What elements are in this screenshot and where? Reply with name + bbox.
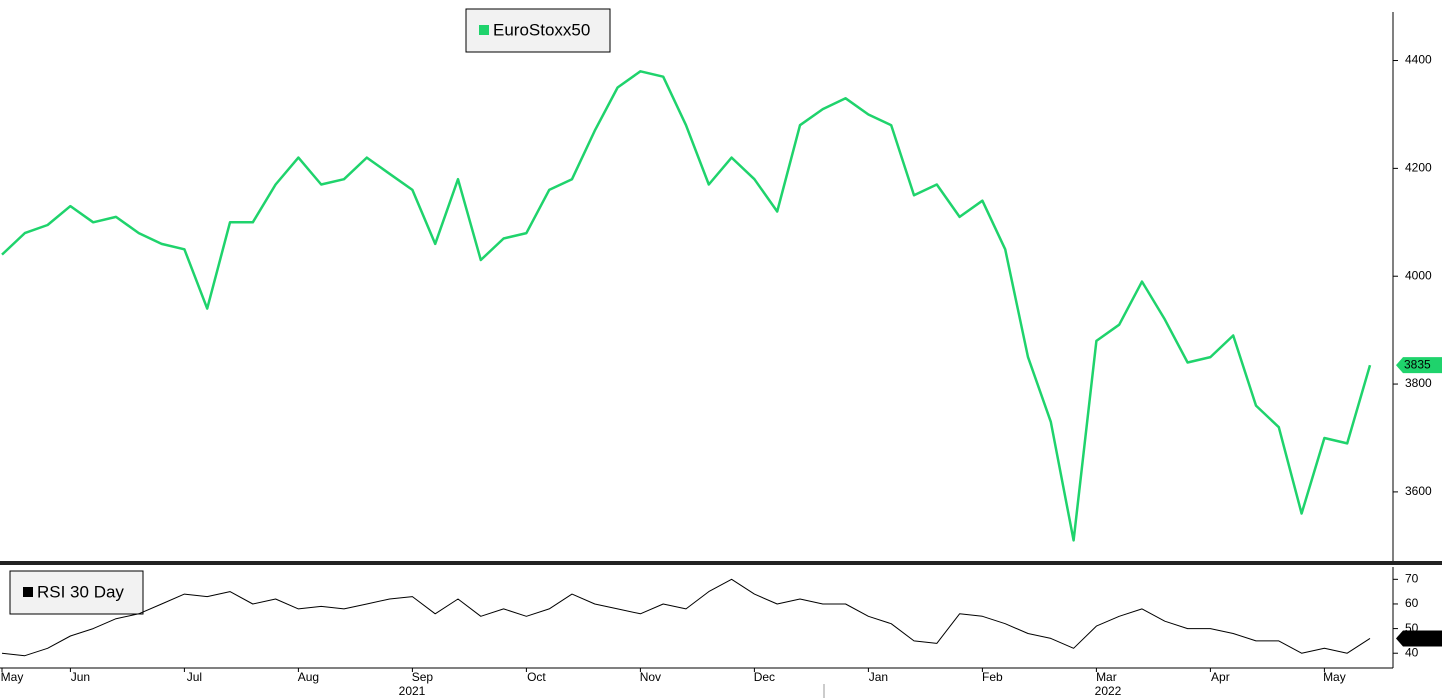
y-tick-label: 60 xyxy=(1405,596,1419,610)
x-tick-label: Aug xyxy=(298,670,319,684)
y-tick-label: 4400 xyxy=(1405,53,1432,67)
last-value-label: 46 xyxy=(1404,631,1418,645)
last-value-tag xyxy=(1396,630,1442,647)
year-label: 2021 xyxy=(399,684,426,698)
legend-label: EuroStoxx50 xyxy=(493,20,590,39)
year-label: 2022 xyxy=(1095,684,1122,698)
legend-box xyxy=(465,8,611,53)
x-tick-label: May xyxy=(1323,670,1346,684)
y-tick-label: 3800 xyxy=(1405,376,1432,390)
line-series xyxy=(1,70,1372,542)
legend-swatch xyxy=(23,587,33,597)
x-tick-label: Dec xyxy=(754,670,775,684)
legend-swatch xyxy=(479,25,489,35)
legend-label: RSI 30 Day xyxy=(37,582,124,601)
x-tick-label: Nov xyxy=(640,670,661,684)
x-tick-label: Oct xyxy=(527,670,546,684)
panel-separator xyxy=(0,561,1442,565)
x-tick-label: Jan xyxy=(869,670,888,684)
y-tick-label: 4000 xyxy=(1405,268,1432,282)
x-tick-label: Feb xyxy=(982,670,1003,684)
x-tick-label: Jul xyxy=(187,670,202,684)
last-value-label: 3835 xyxy=(1404,357,1431,371)
y-tick-label: 70 xyxy=(1405,571,1419,585)
last-value-tag xyxy=(1396,357,1442,374)
line-series xyxy=(1,578,1371,657)
y-tick-label: 3600 xyxy=(1405,484,1432,498)
y-tick-label: 40 xyxy=(1405,645,1419,659)
x-tick-label: Mar xyxy=(1096,670,1117,684)
x-tick-label: Jun xyxy=(71,670,90,684)
y-tick-label: 4200 xyxy=(1405,161,1432,175)
x-tick-label: Sep xyxy=(412,670,434,684)
x-tick-label: May xyxy=(1,670,24,684)
x-tick-label: Apr xyxy=(1211,670,1230,684)
